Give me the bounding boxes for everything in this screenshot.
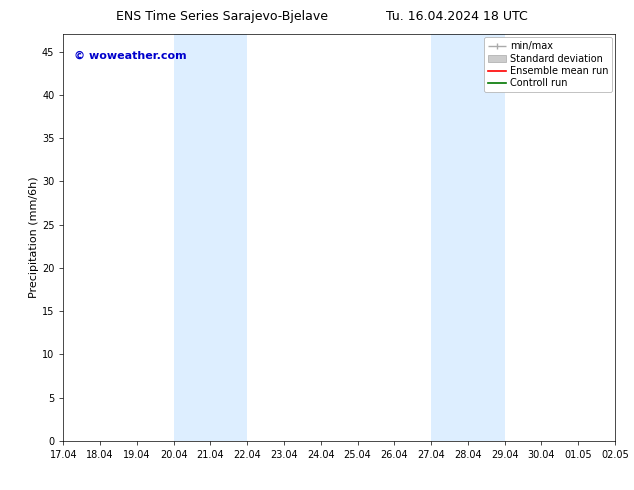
Text: ENS Time Series Sarajevo-Bjelave: ENS Time Series Sarajevo-Bjelave — [116, 10, 328, 23]
Legend: min/max, Standard deviation, Ensemble mean run, Controll run: min/max, Standard deviation, Ensemble me… — [484, 37, 612, 92]
Bar — [174, 34, 247, 441]
Text: © woweather.com: © woweather.com — [74, 50, 187, 61]
Bar — [431, 34, 505, 441]
Y-axis label: Precipitation (mm/6h): Precipitation (mm/6h) — [29, 177, 39, 298]
Text: Tu. 16.04.2024 18 UTC: Tu. 16.04.2024 18 UTC — [385, 10, 527, 23]
